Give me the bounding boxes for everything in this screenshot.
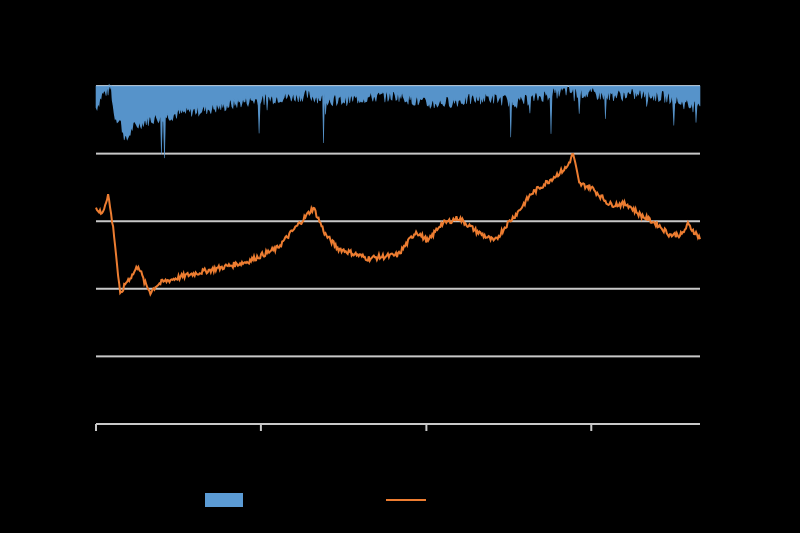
legend-swatch-line	[386, 499, 426, 501]
legend-item-bar	[205, 492, 249, 508]
legend-swatch-bar	[205, 493, 243, 507]
series-line	[95, 153, 701, 297]
series-area	[95, 83, 701, 159]
legend-item-line	[386, 492, 432, 508]
